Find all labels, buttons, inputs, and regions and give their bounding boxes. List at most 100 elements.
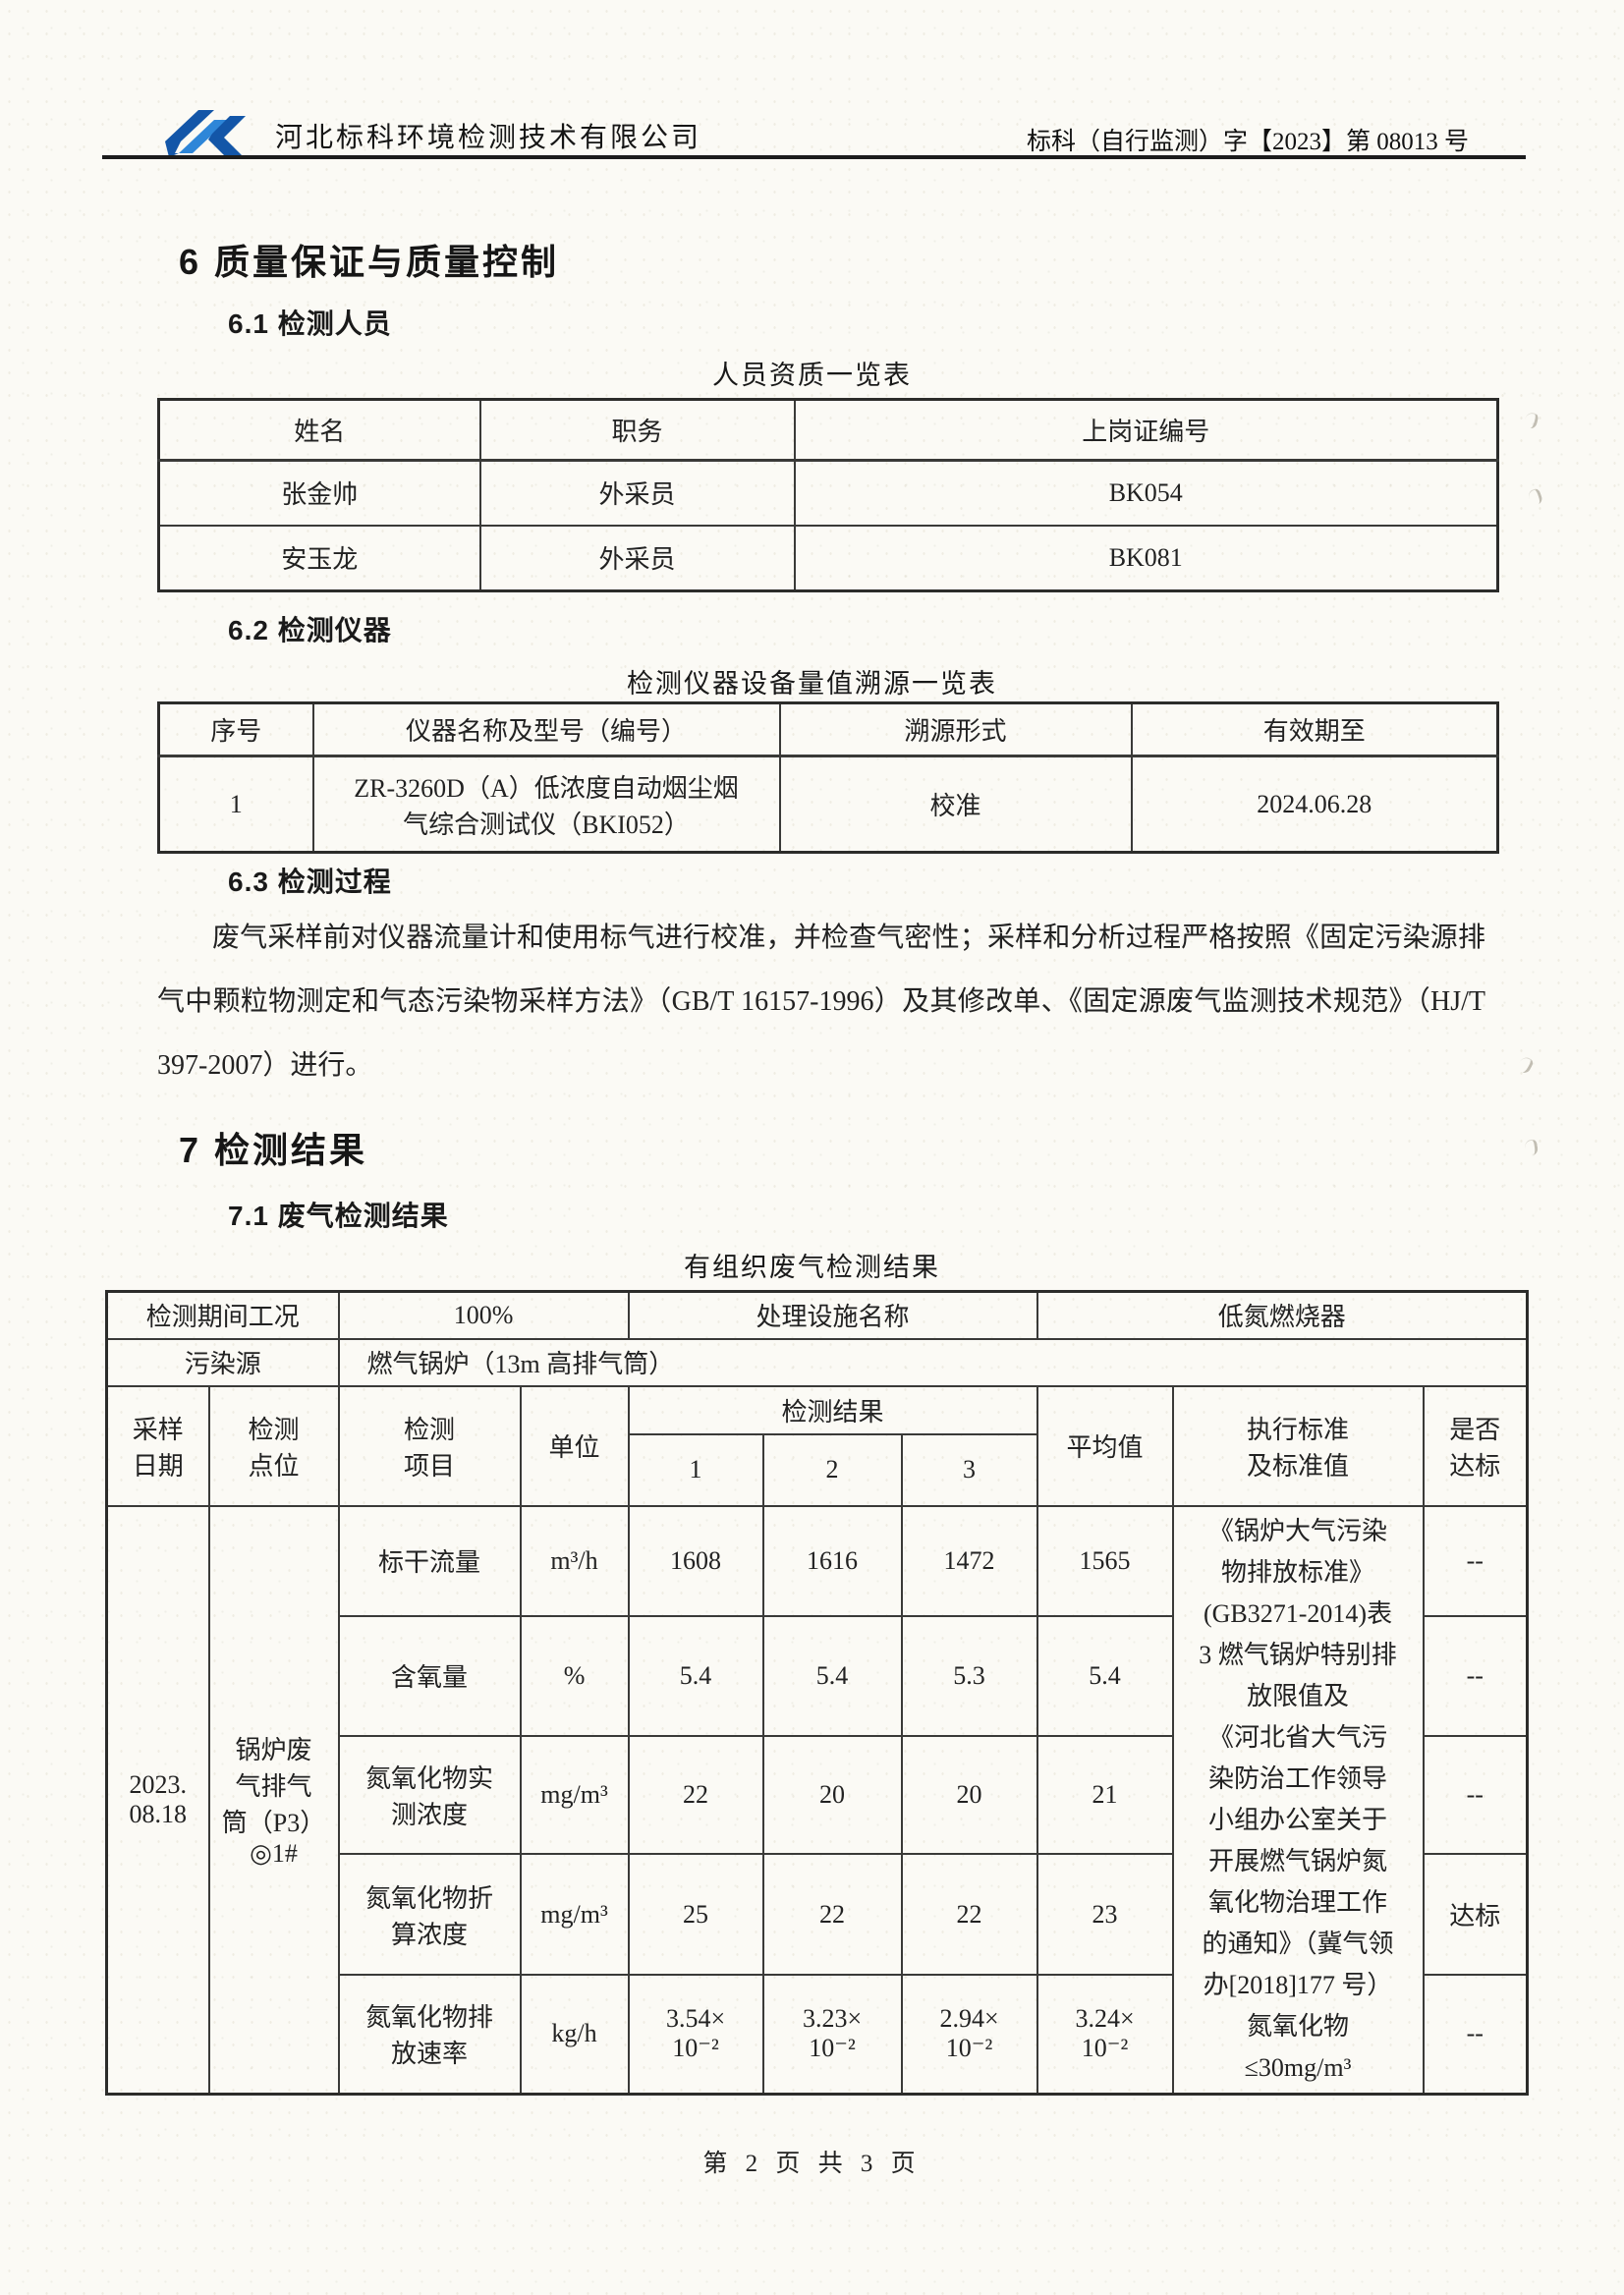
value-3: 2.94× 10⁻² [900,1973,1038,2096]
table-row: 张金帅 外采员 BK054 [157,459,1499,527]
col-header-item: 检测 项目 [337,1384,522,1507]
instrument-trace-form: 校准 [778,755,1133,854]
value-2: 1616 [761,1504,903,1617]
col-header-trace-form: 溯源形式 [778,701,1133,757]
value-2: 5.4 [761,1614,903,1738]
result-row-nox-rate: 氮氧化物排 放速率 kg/h 3.54× 10⁻² 3.23× 10⁻² 2.9… [107,1973,1529,2096]
source-value: 燃气锅炉（13m 高排气筒） [337,1337,1529,1387]
col-header-standard: 执行标准 及标准值 [1171,1384,1425,1507]
instrument-name: ZR-3260D（A）低浓度自动烟尘烟 气综合测试仪（BKI052） [311,755,781,854]
pass-flag: -- [1422,1735,1529,1856]
value-2: 22 [761,1853,903,1976]
process-paragraph: 废气采样前对仪器流量计和使用标气进行校准，并检查气密性；采样和分析过程严格按照《… [157,923,1485,1081]
section-7-1-heading: 7.1 废气检测结果 [228,1201,449,1231]
value-3: 5.3 [900,1614,1038,1738]
condition-row: 检测期间工况 100% 处理设施名称 低氮燃烧器 [105,1290,1529,1340]
col-header-average: 平均值 [1036,1384,1174,1507]
col-header-valid-until: 有效期至 [1130,701,1499,757]
value-1: 3.54× 10⁻² [627,1973,764,2096]
pass-flag: -- [1422,1973,1529,2096]
facility-value: 低氮燃烧器 [1036,1290,1529,1340]
instrument-index: 1 [157,755,314,854]
col-header-run-3: 3 [900,1432,1038,1507]
item-unit: kg/h [519,1973,630,2096]
company-logo-icon [163,106,265,164]
facility-label: 处理设施名称 [627,1290,1038,1340]
item-unit: mg/m³ [519,1853,630,1976]
scan-artifact [1526,487,1544,507]
col-header-sample-date: 采样 日期 [105,1384,210,1507]
table-row: 1 ZR-3260D（A）低浓度自动烟尘烟 气综合测试仪（BKI052） 校准 … [157,755,1499,854]
document-number: 标科（自行监测）字【2023】第 08013 号 [1026,129,1469,155]
person-title: 外采员 [478,459,796,527]
col-header-run-2: 2 [761,1432,903,1507]
condition-value: 100% [337,1290,630,1340]
table-header-row: 序号 仪器名称及型号（编号） 溯源形式 有效期至 [157,701,1499,757]
table-row: 安玉龙 外采员 BK081 [157,524,1499,592]
condition-label: 检测期间工况 [105,1290,340,1340]
item-unit: m³/h [519,1504,630,1617]
person-name: 张金帅 [157,459,481,527]
results-table: 检测期间工况 100% 处理设施名称 低氮燃烧器 污染源 燃气锅炉（13m 高排… [105,1290,1530,2096]
col-header-name: 姓名 [157,398,481,462]
section-6-1-heading: 6.1 检测人员 [228,308,392,339]
col-header-unit: 单位 [519,1384,630,1507]
value-3: 1472 [900,1504,1038,1617]
page-number: 第 2 页 共 3 页 [702,2151,922,2177]
scan-artifact [1516,1054,1535,1076]
value-1: 22 [627,1735,764,1856]
col-header-instrument: 仪器名称及型号（编号） [311,701,781,757]
col-header-index: 序号 [157,701,314,757]
item-unit: mg/m³ [519,1735,630,1856]
header-divider [102,155,1526,159]
source-label: 污染源 [105,1337,340,1387]
value-avg: 5.4 [1036,1614,1174,1738]
value-avg: 1565 [1036,1504,1174,1617]
sample-date: 2023. 08.18 [105,1504,210,2095]
value-1: 5.4 [627,1614,764,1738]
value-avg: 21 [1036,1735,1174,1856]
source-row: 污染源 燃气锅炉（13m 高排气筒） [105,1337,1529,1387]
result-row-flow: 2023. 08.18 锅炉废 气排气 筒（P3） ◎1# 标干流量 m³/h … [105,1504,1529,2095]
results-header-row: 采样 日期 检测 点位 检测 项目 单位 检测结果 平均值 执行标准 及标准值 … [105,1384,1529,1507]
section-7-heading: 7 检测结果 [179,1130,368,1170]
results-subheader-row: 1 2 3 [107,1432,1528,1507]
section-6-2-heading: 6.2 检测仪器 [228,615,392,645]
scan-artifact [1523,411,1540,430]
col-header-result-group: 检测结果 [627,1384,1038,1435]
person-cert: BK054 [793,459,1499,527]
col-header-sample-point: 检测 点位 [207,1384,340,1507]
value-1: 25 [627,1853,764,1976]
value-2: 3.23× 10⁻² [761,1973,903,2096]
col-header-cert: 上岗证编号 [793,398,1499,462]
personnel-table: 姓名 职务 上岗证编号 张金帅 外采员 BK054 安玉龙 外采员 BK081 [157,398,1499,592]
sample-point: 锅炉废 气排气 筒（P3） ◎1# [207,1504,340,2095]
item-unit: % [519,1614,630,1738]
value-1: 1608 [627,1504,764,1617]
person-cert: BK081 [793,524,1499,592]
pass-flag: -- [1422,1614,1529,1738]
result-row-nox-corrected: 氮氧化物折 算浓度 mg/m³ 25 22 22 23 达标 [107,1853,1529,1976]
result-row-nox-measured: 氮氧化物实 测浓度 mg/m³ 22 20 20 21 -- [107,1735,1529,1856]
item-name: 标干流量 [337,1504,522,1617]
item-name: 氮氧化物实 测浓度 [337,1735,522,1856]
pass-flag: 达标 [1422,1853,1529,1976]
table-header-row: 姓名 职务 上岗证编号 [157,398,1499,462]
standard-text: 《锅炉大气污染 物排放标准》 (GB3271-2014)表 3 燃气锅炉特别排 … [1171,1504,1425,2095]
person-name: 安玉龙 [157,524,481,592]
instrument-table: 序号 仪器名称及型号（编号） 溯源形式 有效期至 1 ZR-3260D（A）低浓… [157,701,1499,854]
instrument-table-caption: 检测仪器设备量值溯源一览表 [627,669,997,699]
section-6-3-heading: 6.3 检测过程 [228,867,392,897]
scan-artifact [1523,1139,1540,1156]
person-title: 外采员 [478,524,796,592]
value-2: 20 [761,1735,903,1856]
instrument-valid-until: 2024.06.28 [1130,755,1499,854]
result-row-oxygen: 含氧量 % 5.4 5.4 5.3 5.4 -- [107,1614,1529,1738]
col-header-run-1: 1 [627,1432,764,1507]
item-name: 含氧量 [337,1614,522,1738]
value-avg: 23 [1036,1853,1174,1976]
results-table-caption: 有组织废气检测结果 [684,1253,940,1282]
personnel-table-caption: 人员资质一览表 [712,361,912,390]
section-6-heading: 6 质量保证与质量控制 [179,242,560,282]
